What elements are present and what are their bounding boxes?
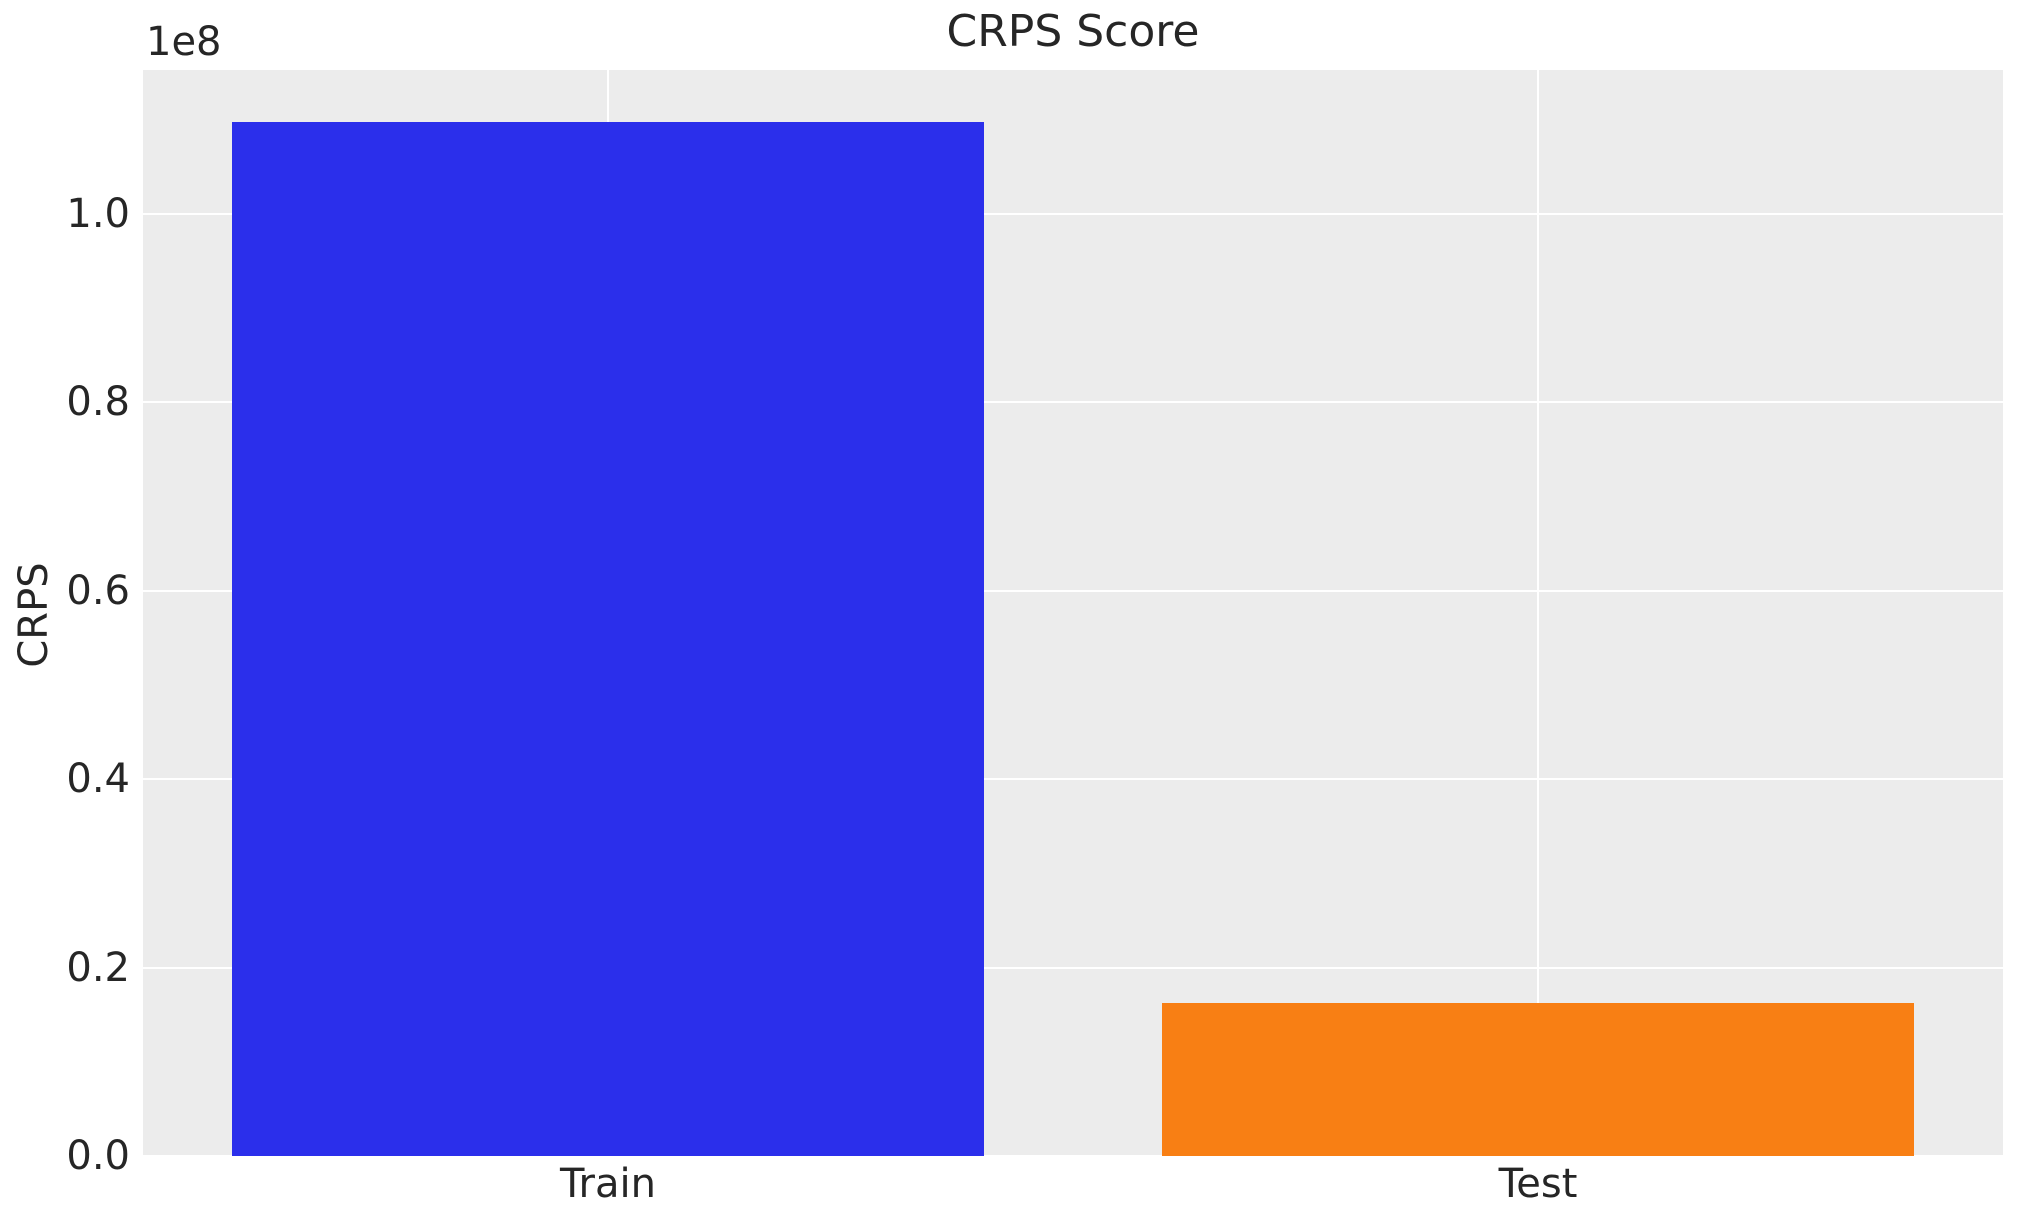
y-tick-label: 1.0 (66, 191, 130, 238)
y-tick-label: 0.6 (66, 567, 130, 614)
gridline-horizontal (143, 213, 2003, 216)
gridline-horizontal (143, 589, 2003, 592)
x-tick-label: Test (1498, 1161, 1578, 1207)
x-tick-label: Train (560, 1161, 656, 1207)
bar-train (232, 121, 984, 1156)
plot-area (143, 70, 2003, 1157)
gridline-vertical (1537, 70, 1539, 1156)
gridline-horizontal (143, 401, 2003, 404)
gridline-horizontal (143, 778, 2003, 781)
bar-test (1162, 1003, 1914, 1156)
y-tick-label: 0.8 (66, 379, 130, 426)
gridline-horizontal (143, 1155, 2003, 1157)
y-axis-offset-text: 1e8 (146, 19, 222, 65)
chart-title: CRPS Score (946, 6, 1200, 57)
gridline-horizontal (143, 966, 2003, 969)
y-tick-label: 0.2 (66, 944, 130, 991)
y-tick-label: 0.4 (66, 756, 130, 803)
y-tick-label: 0.0 (66, 1133, 130, 1179)
